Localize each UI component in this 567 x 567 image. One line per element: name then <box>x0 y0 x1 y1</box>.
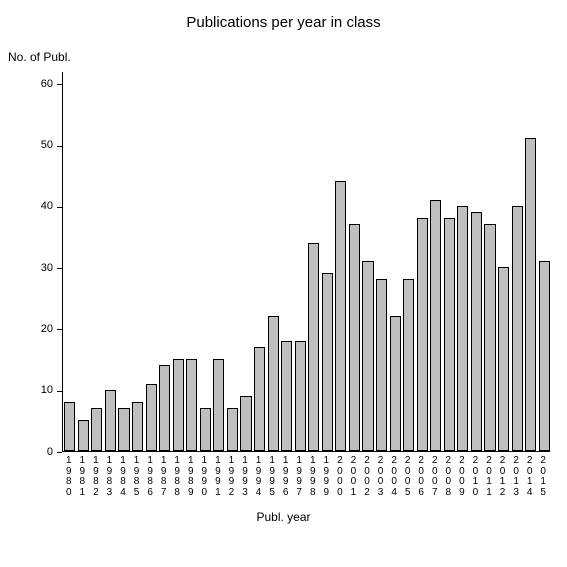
bar <box>227 408 238 451</box>
xtick-label: 1994 <box>252 456 266 498</box>
xtick-label: 1993 <box>238 456 252 498</box>
xtick-label: 2011 <box>482 456 496 498</box>
xtick-label: 1982 <box>89 456 103 498</box>
xtick-label: 2010 <box>469 456 483 498</box>
xtick-label: 2006 <box>414 456 428 498</box>
xtick-label: 2003 <box>374 456 388 498</box>
bar <box>457 206 468 451</box>
chart-container: Publications per year in class No. of Pu… <box>0 0 567 567</box>
y-axis-label: No. of Publ. <box>8 50 71 64</box>
bar <box>430 200 441 451</box>
xtick-label: 1990 <box>198 456 212 498</box>
bar <box>200 408 211 451</box>
xtick-label: 2000 <box>333 456 347 498</box>
xtick-label: 2012 <box>496 456 510 498</box>
plot-area <box>62 72 550 452</box>
bar <box>213 359 224 451</box>
bar <box>512 206 523 451</box>
ytick-mark <box>57 207 62 208</box>
xtick-label: 1989 <box>184 456 198 498</box>
bar <box>349 224 360 451</box>
bar <box>403 279 414 451</box>
chart-title: Publications per year in class <box>0 14 567 31</box>
xtick-label: 1987 <box>157 456 171 498</box>
xtick-label: 2007 <box>428 456 442 498</box>
ytick-mark <box>57 329 62 330</box>
bar <box>295 341 306 451</box>
xtick-label: 2008 <box>442 456 456 498</box>
xtick-label: 1985 <box>130 456 144 498</box>
xtick-label: 1999 <box>320 456 334 498</box>
ytick-label: 40 <box>25 200 53 212</box>
bar <box>186 359 197 451</box>
bar <box>268 316 279 451</box>
bar <box>64 402 75 451</box>
bar <box>78 420 89 451</box>
bar <box>362 261 373 451</box>
ytick-label: 50 <box>25 139 53 151</box>
xtick-label: 2005 <box>401 456 415 498</box>
bar <box>498 267 509 451</box>
xtick-label: 1986 <box>143 456 157 498</box>
bar <box>173 359 184 451</box>
ytick-label: 0 <box>25 446 53 458</box>
xtick-label: 2009 <box>455 456 469 498</box>
ytick-mark <box>57 452 62 453</box>
xtick-label: 2015 <box>536 456 550 498</box>
bar <box>159 365 170 451</box>
x-axis-label: Publ. year <box>0 510 567 524</box>
xtick-label: 1988 <box>170 456 184 498</box>
bar <box>91 408 102 451</box>
ytick-label: 60 <box>25 78 53 90</box>
xtick-label: 1983 <box>103 456 117 498</box>
xtick-label: 1998 <box>306 456 320 498</box>
bar <box>390 316 401 451</box>
bar <box>471 212 482 451</box>
ytick-mark <box>57 268 62 269</box>
ytick-label: 30 <box>25 262 53 274</box>
xtick-label: 2002 <box>360 456 374 498</box>
bar <box>308 243 319 451</box>
bar <box>322 273 333 451</box>
ytick-mark <box>57 146 62 147</box>
bar <box>444 218 455 451</box>
bar <box>484 224 495 451</box>
ytick-mark <box>57 391 62 392</box>
ytick-label: 10 <box>25 384 53 396</box>
bar <box>281 341 292 451</box>
xtick-label: 2001 <box>347 456 361 498</box>
bar <box>525 138 536 451</box>
xtick-label: 2013 <box>509 456 523 498</box>
bar <box>376 279 387 451</box>
bar <box>539 261 550 451</box>
xtick-label: 1991 <box>211 456 225 498</box>
bar <box>240 396 251 451</box>
bar <box>105 390 116 451</box>
bar <box>132 402 143 451</box>
xtick-label: 1992 <box>225 456 239 498</box>
bar <box>335 181 346 451</box>
xtick-label: 2014 <box>523 456 537 498</box>
ytick-mark <box>57 84 62 85</box>
bar <box>118 408 129 451</box>
bar <box>146 384 157 451</box>
xtick-label: 1981 <box>76 456 90 498</box>
bar <box>417 218 428 451</box>
xtick-label: 2004 <box>387 456 401 498</box>
bar <box>254 347 265 451</box>
xtick-label: 1984 <box>116 456 130 498</box>
xtick-label: 1980 <box>62 456 76 498</box>
xtick-label: 1997 <box>292 456 306 498</box>
ytick-label: 20 <box>25 323 53 335</box>
xtick-label: 1996 <box>279 456 293 498</box>
xtick-label: 1995 <box>265 456 279 498</box>
